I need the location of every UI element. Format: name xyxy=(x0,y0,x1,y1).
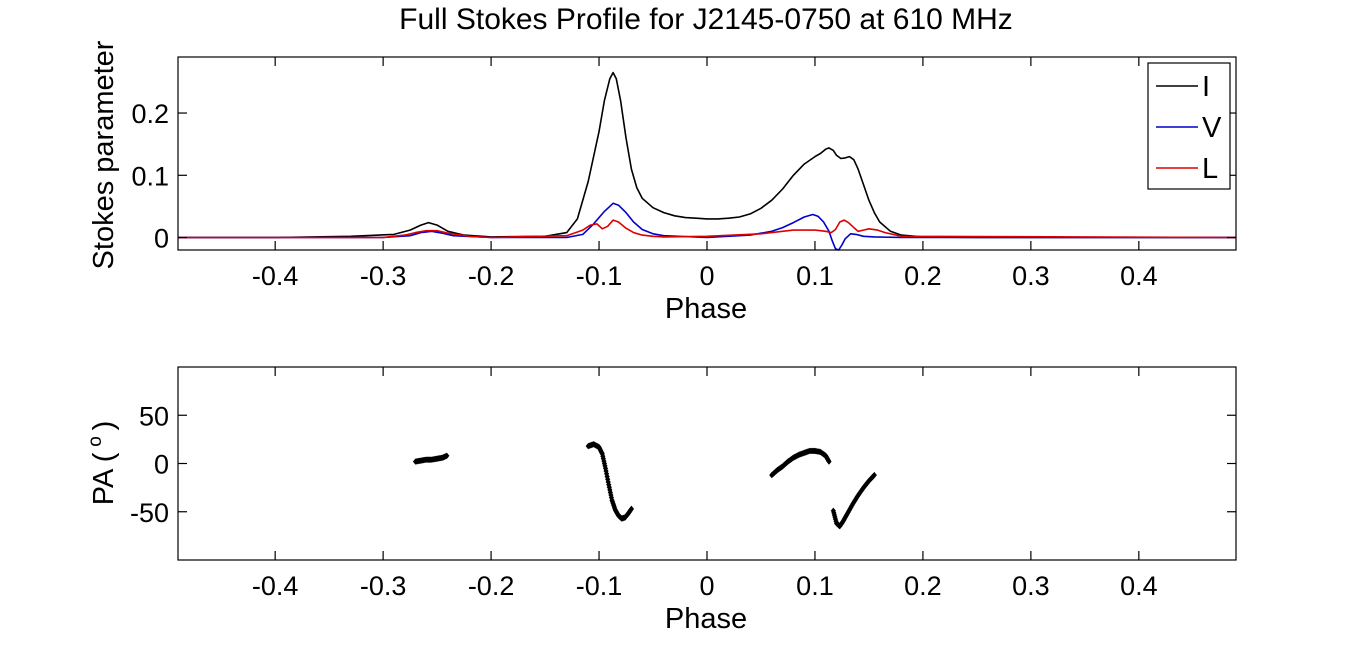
pa-x-tick-label: -0.2 xyxy=(468,571,515,601)
pa-data-point xyxy=(444,452,450,459)
stokes-profile-panel: -0.4 -0.3 -0.2 -0.1 0 0.1 0.2 0.3 0.4 0 0.1 0.2 Ph… xyxy=(88,40,1237,325)
stokes-x-axis-label: Phase xyxy=(665,293,747,325)
pa-x-tick-label: -0.4 xyxy=(252,571,299,601)
stokes-x-tick-label: 0.2 xyxy=(904,261,942,291)
series-line-i xyxy=(178,71,1236,239)
pa-data-point xyxy=(608,494,615,501)
position-angle-panel: -0.4 -0.3 -0.2 -0.1 0 0.1 0.2 0.3 0.4 -50 0 50 Pha… xyxy=(85,366,1237,635)
stokes-x-tick-label: -0.4 xyxy=(252,261,299,291)
pa-x-tick-label: -0.1 xyxy=(576,571,623,601)
stokes-x-tick-label: 0.1 xyxy=(796,261,834,291)
pa-plot-frame xyxy=(177,366,1237,561)
pa-x-tick-label: 0.4 xyxy=(1120,571,1158,601)
pa-data-point xyxy=(628,505,635,513)
pa-data-point xyxy=(826,458,832,465)
stokes-x-tick-label: 0.3 xyxy=(1012,261,1050,291)
legend-label-v: V xyxy=(1202,112,1222,144)
stokes-y-tick-label: 0.1 xyxy=(131,161,169,191)
pa-x-tick-label: 0.2 xyxy=(904,571,942,601)
pa-x-tick-label: 0 xyxy=(699,571,714,601)
pa-x-axis-label: Phase xyxy=(665,603,747,635)
pa-data-point xyxy=(871,471,877,479)
legend-label-l: L xyxy=(1202,153,1218,185)
pa-x-tick-label: -0.3 xyxy=(360,571,407,601)
chart-title: Full Stokes Profile for J2145-0750 at 61… xyxy=(399,3,1013,36)
stokes-x-tick-label: 0.4 xyxy=(1120,261,1158,291)
stokes-x-tick-label: -0.1 xyxy=(576,261,623,291)
stokes-y-axis-label: Stokes parameter xyxy=(88,40,120,269)
stokes-y-ticks: 0 0.1 0.2 xyxy=(131,99,1236,254)
pa-x-ticks: -0.4 -0.3 -0.2 -0.1 0 0.1 0.2 0.3 0.4 xyxy=(252,367,1158,601)
pa-x-tick-label: 0.3 xyxy=(1012,571,1050,601)
pa-points-group xyxy=(412,441,877,530)
series-line-l xyxy=(178,219,1237,239)
stokes-x-tick-label: -0.2 xyxy=(468,261,515,291)
pa-x-tick-label: 0.1 xyxy=(796,571,834,601)
stokes-x-ticks: -0.4 -0.3 -0.2 -0.1 0 0.1 0.2 0.3 0.4 xyxy=(252,57,1158,291)
pa-y-tick-label: -50 xyxy=(130,498,169,528)
stokes-x-tick-label: -0.3 xyxy=(360,261,407,291)
svg-text:PA ( o ): PA ( o ) xyxy=(85,421,120,506)
pa-y-tick-label: 50 xyxy=(139,401,169,431)
stokes-x-tick-label: 0 xyxy=(699,261,714,291)
pa-y-tick-label: 0 xyxy=(154,450,169,480)
pa-degree-superscript: o xyxy=(85,436,106,447)
legend-label-i: I xyxy=(1202,71,1210,103)
pa-y-axis-label: PA ( o ) xyxy=(85,421,120,506)
pa-y-ticks: -50 0 50 xyxy=(130,401,1236,528)
stokes-y-tick-label: 0 xyxy=(154,224,169,254)
stokes-y-tick-label: 0.2 xyxy=(131,99,169,129)
legend: I V L xyxy=(1147,62,1231,190)
stokes-plot-frame xyxy=(177,56,1237,251)
stokes-series-group xyxy=(178,71,1237,251)
